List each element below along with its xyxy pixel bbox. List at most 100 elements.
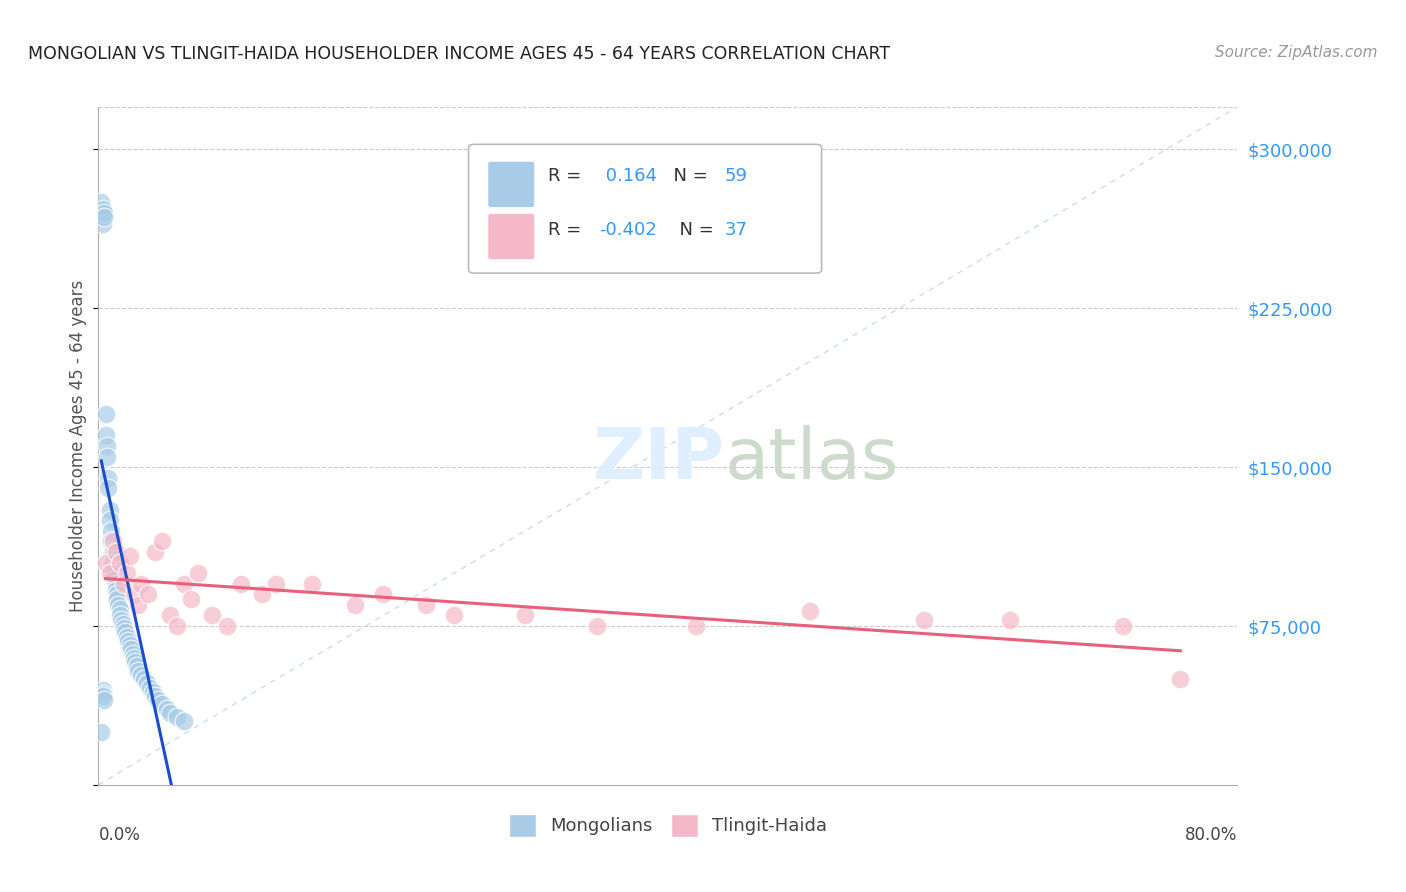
Point <box>115 566 138 581</box>
Point <box>94 407 117 421</box>
Point <box>91 682 114 697</box>
Point <box>107 598 129 612</box>
Point <box>94 556 117 570</box>
Point <box>127 598 149 612</box>
Text: 0.164: 0.164 <box>599 167 657 185</box>
Point <box>101 545 124 559</box>
Point <box>159 706 181 720</box>
Legend: Mongolians, Tlingit-Haida: Mongolians, Tlingit-Haida <box>502 807 834 844</box>
Text: R =: R = <box>548 167 588 185</box>
Point <box>96 439 118 453</box>
Point <box>105 591 128 606</box>
Point <box>1112 619 1135 633</box>
Point <box>1170 672 1192 686</box>
Point <box>127 664 149 678</box>
Point <box>112 621 135 635</box>
Point <box>443 608 465 623</box>
Text: N =: N = <box>668 221 720 239</box>
Point <box>187 566 209 581</box>
Point <box>108 602 131 616</box>
Point <box>173 714 195 729</box>
Point <box>110 613 132 627</box>
Point <box>129 576 152 591</box>
Point <box>998 613 1021 627</box>
Point <box>145 545 167 559</box>
Point <box>301 576 323 591</box>
Point <box>215 619 238 633</box>
Point <box>145 689 167 703</box>
Point <box>373 587 395 601</box>
Point <box>97 471 120 485</box>
Point <box>124 655 146 669</box>
Point <box>515 608 537 623</box>
Point <box>98 502 121 516</box>
Point <box>120 642 142 657</box>
Point <box>152 534 174 549</box>
Point <box>111 617 134 632</box>
Point <box>135 676 157 690</box>
Point <box>103 570 125 584</box>
Point <box>173 576 195 591</box>
Point <box>229 576 252 591</box>
Point <box>114 625 136 640</box>
Text: -0.402: -0.402 <box>599 221 657 239</box>
Point <box>166 619 188 633</box>
Point <box>98 566 121 581</box>
Point <box>93 211 115 225</box>
Point <box>90 195 112 210</box>
Point <box>91 689 114 703</box>
Point <box>138 681 160 695</box>
Point <box>912 613 935 627</box>
Point <box>103 566 125 581</box>
Point <box>152 698 174 712</box>
Point <box>96 450 118 464</box>
Point <box>201 608 224 623</box>
Text: 0.0%: 0.0% <box>98 826 141 844</box>
FancyBboxPatch shape <box>488 161 534 207</box>
Point <box>91 687 114 701</box>
Text: MONGOLIAN VS TLINGIT-HAIDA HOUSEHOLDER INCOME AGES 45 - 64 YEARS CORRELATION CHA: MONGOLIAN VS TLINGIT-HAIDA HOUSEHOLDER I… <box>28 45 890 62</box>
Point <box>115 630 138 644</box>
Text: 37: 37 <box>725 221 748 239</box>
Point <box>108 608 131 623</box>
Point <box>91 202 114 216</box>
FancyBboxPatch shape <box>488 213 534 260</box>
Point <box>90 725 112 739</box>
Point <box>415 598 437 612</box>
FancyBboxPatch shape <box>468 145 821 273</box>
Point <box>90 206 112 220</box>
Point <box>136 587 159 601</box>
Point <box>156 701 179 715</box>
Point <box>100 524 122 538</box>
Point <box>266 576 288 591</box>
Text: 80.0%: 80.0% <box>1185 826 1237 844</box>
Text: ZIP: ZIP <box>592 425 725 494</box>
Point <box>129 667 152 681</box>
Point <box>799 604 821 618</box>
Point <box>101 534 124 549</box>
Point <box>105 587 128 601</box>
Point <box>148 693 170 707</box>
Point <box>166 710 188 724</box>
Point <box>685 619 707 633</box>
Text: 59: 59 <box>725 167 748 185</box>
Point <box>91 206 114 220</box>
Point <box>132 672 155 686</box>
Point <box>101 556 124 570</box>
Point <box>159 608 181 623</box>
Point <box>585 619 607 633</box>
Point <box>94 428 117 442</box>
Point <box>141 685 163 699</box>
Point <box>91 217 114 231</box>
Point <box>100 534 122 549</box>
Point <box>104 583 127 598</box>
Point <box>121 647 143 661</box>
Point <box>250 587 273 601</box>
Point <box>118 638 141 652</box>
Point <box>122 587 145 601</box>
Point <box>91 211 114 225</box>
Text: atlas: atlas <box>725 425 900 494</box>
Point <box>180 591 202 606</box>
Point <box>117 633 139 648</box>
Point <box>93 693 115 707</box>
